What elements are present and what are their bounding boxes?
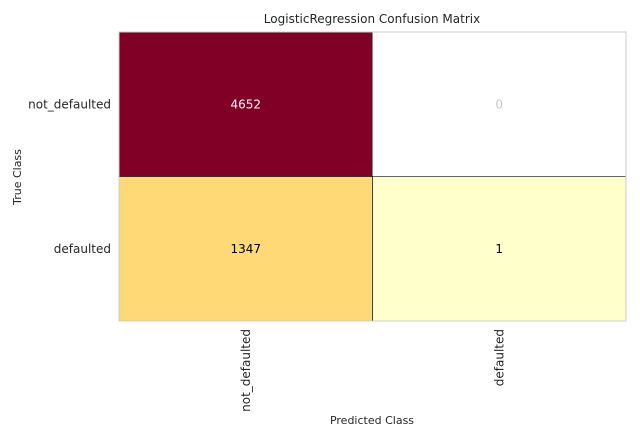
- heatmap-cell-value: 1: [495, 242, 503, 256]
- x-tick-label: defaulted: [492, 329, 506, 386]
- heatmap-cell: [118, 31, 373, 177]
- plot-frame: [118, 31, 627, 322]
- heatmap-cell-value: 1347: [230, 242, 261, 256]
- chart-title: LogisticRegression Confusion Matrix: [264, 12, 480, 26]
- x-tick-labels: not_defaulted defaulted: [239, 329, 507, 412]
- heatmap-cell: [372, 176, 627, 322]
- heatmap-cell-value: 4652: [230, 97, 261, 111]
- heatmap-cell-value: 0: [495, 97, 503, 111]
- x-tick-label: not_defaulted: [239, 329, 253, 412]
- heatmap-cell: [118, 176, 373, 322]
- heatmap-cells: [118, 31, 627, 322]
- y-tick-labels: not_defaulted defaulted: [28, 97, 111, 256]
- y-axis-label: True Class: [11, 149, 24, 206]
- y-tick-label: defaulted: [54, 242, 111, 256]
- heatmap-cell: [372, 32, 626, 177]
- y-tick-label: not_defaulted: [28, 97, 111, 111]
- x-axis-label: Predicted Class: [330, 414, 414, 427]
- heatmap-cell-labels: 4652 0 1347 1: [230, 97, 503, 256]
